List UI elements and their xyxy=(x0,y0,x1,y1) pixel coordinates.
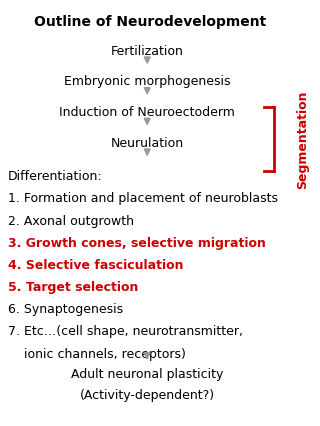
Text: 7. Etc…(cell shape, neurotransmitter,: 7. Etc…(cell shape, neurotransmitter, xyxy=(8,325,243,338)
Text: 1. Formation and placement of neuroblasts: 1. Formation and placement of neuroblast… xyxy=(8,193,278,205)
Text: (Activity-dependent?): (Activity-dependent?) xyxy=(80,389,215,402)
Text: Fertilization: Fertilization xyxy=(111,45,184,58)
Text: 5. Target selection: 5. Target selection xyxy=(8,281,138,294)
Text: ionic channels, receptors): ionic channels, receptors) xyxy=(8,348,186,360)
Text: Adult neuronal plasticity: Adult neuronal plasticity xyxy=(71,368,223,381)
Text: 4. Selective fasciculation: 4. Selective fasciculation xyxy=(8,259,183,272)
Text: Differentiation:: Differentiation: xyxy=(8,170,103,183)
Text: Segmentation: Segmentation xyxy=(296,90,309,189)
Text: Embryonic morphogenesis: Embryonic morphogenesis xyxy=(64,75,230,88)
Text: Induction of Neuroectoderm: Induction of Neuroectoderm xyxy=(59,106,235,119)
Text: 3. Growth cones, selective migration: 3. Growth cones, selective migration xyxy=(8,237,266,250)
Text: 2. Axonal outgrowth: 2. Axonal outgrowth xyxy=(8,215,134,227)
Text: Outline of Neurodevelopment: Outline of Neurodevelopment xyxy=(34,15,267,29)
Text: 6. Synaptogenesis: 6. Synaptogenesis xyxy=(8,303,123,316)
Text: Neurulation: Neurulation xyxy=(111,137,184,150)
